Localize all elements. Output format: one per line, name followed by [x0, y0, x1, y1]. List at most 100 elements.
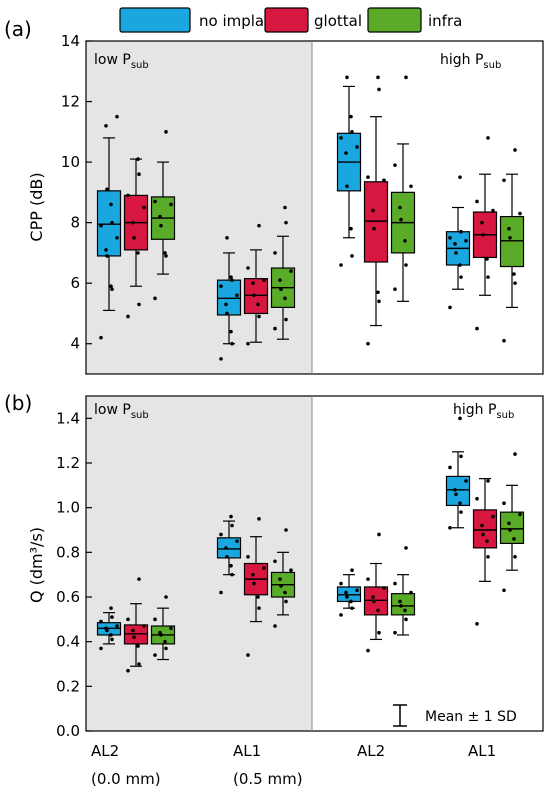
panel-a-high-sub: sub [483, 60, 501, 71]
panel-b-box-infra-3-point-4 [507, 521, 511, 526]
panel-a-box-glottal-1-point-3 [252, 293, 256, 298]
panel-a-ytick-label-3: 10 [61, 153, 80, 171]
panel-b-box-infra-0-point-6 [153, 617, 157, 622]
panel-b-box-glottal-3 [472, 509, 498, 549]
panel-b-box-infra-3 [499, 511, 525, 545]
panel-a-label: (a) [4, 17, 32, 41]
panel-b-box-no-implant-1 [216, 537, 242, 559]
panel-a-box-no-implant-2-point-2 [349, 226, 353, 231]
panel-b-box-no-implant-3-point-8 [458, 416, 462, 421]
panel-a-box-glottal-2-point-2 [376, 290, 380, 295]
panel-a-box-no-implant-0-point-2 [109, 284, 113, 289]
panel-a-box-infra-1-point-4 [278, 278, 282, 282]
panel-a-box-no-implant-2-point-3 [345, 184, 349, 189]
panel-b-box-no-implant-3-point-5 [464, 479, 468, 483]
panel-b-box-no-implant-0-point-0 [99, 646, 103, 651]
panel-b-box-no-implant-3 [445, 475, 471, 507]
panel-a-box-infra-1-point-3 [279, 287, 283, 292]
panel-b-box-no-implant-0-point-6 [99, 619, 103, 624]
panel-a-ytick-label-4: 12 [61, 93, 80, 111]
panel-b-ytick-label-3: 0.6 [56, 588, 80, 606]
panel-b-box-no-implant-3-point-7 [459, 454, 463, 459]
panel-b-ytick-label-0: 0.0 [56, 722, 80, 740]
panel-b-box-no-implant-2-point-7 [350, 568, 354, 572]
panel-a-low-psub: low Psub [94, 52, 149, 71]
legend: no implant glottal infra [119, 7, 462, 33]
panel-b-box-infra-2-point-7 [404, 546, 408, 550]
legend-swatch-no-implant [119, 7, 191, 33]
panel-b-box-no-implant-1-point-5 [235, 539, 239, 543]
panel-b-box-glottal-0-point-2 [136, 644, 140, 648]
panel-a-box-infra-3-point-0 [502, 338, 506, 343]
panel-b-low-sub: sub [131, 410, 149, 421]
panel-a-box-glottal-0-point-2 [136, 251, 140, 255]
panel-b-high-text: high P [453, 402, 496, 418]
panel-a-box-no-implant-1-point-1 [230, 341, 234, 346]
panel-a-box-no-implant-0-point-5 [115, 235, 119, 240]
panel-b-box-no-implant-3-point-3 [454, 492, 458, 497]
panel-a-box-no-implant-2-point-1 [350, 254, 354, 258]
panel-b-box-no-implant-2-point-3 [345, 595, 349, 599]
panel-b-box-no-implant-3-point-1 [459, 510, 463, 514]
panel-a-box-no-implant-1-point-5 [235, 293, 239, 298]
panel-a-box-infra-1-point-7 [284, 220, 288, 225]
panel-b-box-glottal-0-point-6 [126, 617, 130, 622]
panel-b-frame [85, 395, 544, 732]
panel-b-box-infra-0-point-4 [158, 630, 162, 635]
panel-a-box-infra-3-point-6 [502, 178, 506, 183]
panel-a-box-glottal-2-point-1 [377, 299, 381, 304]
panel-b-box-infra-1-point-4 [278, 577, 282, 581]
panel-b-box-infra-3-point-7 [513, 452, 517, 456]
panel-b-box-infra-1-point-2 [283, 590, 287, 595]
x-axis-labels: AL2 (0.0 mm) AL1 (0.5 mm) AL2 AL1 [91, 742, 496, 788]
legend-swatch-glottal [264, 7, 309, 33]
panel-a-box-glottal-0-point-0 [126, 314, 130, 319]
x-label-high-al1: AL1 [468, 742, 496, 760]
panel-a-box-infra-3-point-5 [518, 211, 522, 216]
panel-b-box-infra-2-point-4 [398, 599, 402, 604]
panel-b-box-no-implant-0-point-2 [109, 633, 113, 637]
x-label-low-al1: AL1 [233, 742, 261, 760]
panel-a-box-glottal-3-point-1 [486, 275, 490, 279]
panel-a-low-sub: sub [131, 60, 149, 71]
panel-b-box-glottal-2-point-5 [382, 586, 386, 590]
panel-a-box-no-implant-3-point-0 [448, 305, 452, 310]
panel-a-box-no-implant-0-point-9 [105, 187, 109, 192]
panel-a-box-no-implant-2-point-0 [339, 263, 343, 267]
panel-b-box-no-implant-1-point-8 [229, 514, 233, 519]
legend-label-infra: infra [428, 12, 462, 30]
panel-a-ytick-label-1: 6 [70, 274, 80, 292]
panel-a-box-infra-0-point-7 [164, 130, 168, 134]
panel-a-box-no-implant-0-point-0 [99, 335, 103, 340]
legend-label-glottal: glottal [314, 12, 362, 30]
panel-a-low-text: low P [94, 52, 131, 68]
panel-b-low-psub: low Psub [94, 402, 149, 421]
panel-b-box-infra-2-point-0 [393, 630, 397, 635]
panel-a-box-glottal-3-point-3 [481, 232, 485, 237]
panel-b-box-infra-3-point-1 [513, 555, 517, 559]
panel-a-box-infra-0-point-0 [153, 296, 157, 301]
panel-b-box-glottal-1-point-5 [262, 566, 266, 570]
panel-b-box-infra-3-point-0 [502, 588, 506, 593]
panel-b-box-no-implant-1-point-7 [230, 523, 234, 528]
panel-a-high-text: high P [440, 52, 483, 68]
panel-b-y-axis: 0.0 0.2 0.4 0.6 0.8 1.0 1.2 1.4 [56, 409, 92, 740]
panel-b-box-infra-2 [390, 593, 416, 616]
panel-b-box-glottal-3-point-0 [475, 622, 479, 626]
panel-b-box-infra-2-point-6 [393, 581, 397, 586]
panel-a-box-infra-0-point-2 [163, 251, 167, 255]
panel-b-ytick-label-1: 0.2 [56, 677, 80, 695]
panel-a-box-infra-3-point-2 [512, 272, 516, 276]
panel-b-box-infra-1-point-0 [273, 624, 277, 628]
panel-a-box-glottal-2-point-7 [377, 87, 381, 92]
panel-a-box-glottal-1-point-1 [257, 314, 261, 319]
panel-a-box-infra-0-point-4 [158, 214, 162, 219]
panel-b-box-glottal-1-point-4 [251, 572, 255, 577]
panel-b-box-no-implant-2-point-4 [344, 590, 348, 595]
panel-b-box-glottal-3-point-7 [486, 479, 490, 483]
mean-sd-legend: Mean ± 1 SD [393, 704, 517, 727]
panel-a-box-infra-3-point-3 [508, 235, 512, 240]
panel-a-box-no-implant-0-point-4 [104, 248, 108, 252]
panel-a-box-infra-2-point-4 [398, 205, 402, 210]
panel-a-box-no-implant-3-point-8 [458, 175, 462, 180]
